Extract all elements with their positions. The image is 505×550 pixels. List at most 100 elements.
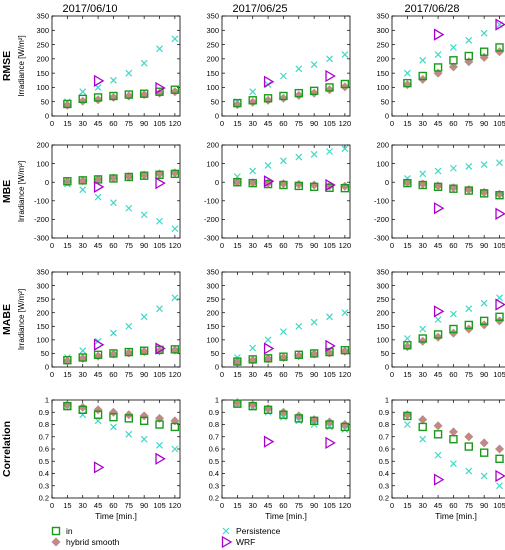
data-point-in [403,78,412,88]
data-point-persistence [140,435,148,443]
data-point-wrf [433,28,445,41]
data-point-persistence [125,430,133,438]
data-point-in [479,189,489,198]
x-tick-label: 75 [295,119,303,128]
x-tick-label: 75 [295,501,303,510]
y-tick-label: 150 [36,322,49,331]
y-tick-label: -200 [374,215,389,224]
y-tick-label: 0 [45,178,49,187]
data-point-persistence [295,153,303,161]
x-tick-label: 60 [449,370,457,379]
data-point-persistence [156,305,163,313]
data-point-persistence [140,211,148,219]
data-point-in [124,90,134,99]
x-tick-label: 90 [140,241,148,250]
data-point-persistence [79,186,87,194]
y-tick-label: 0.9 [39,408,49,417]
x-tick-label: 60 [279,370,287,379]
x-tick-label: 15 [63,119,71,128]
data-point-in [124,347,134,357]
panels: 0 15 30 45 60 75 90 105 120050100150200250300350… [1,12,505,521]
legend-label-wrf: WRF [236,537,255,547]
data-point-in [170,169,180,179]
data-point-in [93,410,103,419]
x-tick-label: 75 [295,370,303,379]
data-point-wrf [93,180,105,193]
x-tick-label: 45 [264,501,272,510]
y-tick-label: 150 [376,322,389,331]
x-tick-label: 45 [434,501,442,510]
y-tick-label: 250 [36,40,49,49]
x-tick-label: 120 [169,501,182,510]
data-point-in [464,186,473,195]
x-tick-label: 0 [390,119,394,128]
data-point-wrf [495,469,505,483]
y-tick-label: 100 [36,336,49,345]
y-tick-label: 200 [36,308,49,317]
data-point-hybrid-smooth [108,407,118,417]
data-point-wrf [495,207,505,220]
data-point-wrf [325,69,336,83]
y-tick-label: 0.3 [209,481,219,490]
x-tick-label: 30 [249,501,257,510]
data-point-hybrid-smooth [62,177,72,187]
y-tick-label: 1 [45,396,49,405]
x-tick-label: 105 [153,119,166,128]
data-point-persistence [125,322,133,330]
x-tick-label: 0 [220,370,224,379]
y-tick-label: 0.2 [379,494,389,503]
y-tick-label: 0 [215,363,219,372]
data-point-wrf [155,81,166,95]
y-tick-label: 100 [376,159,389,168]
data-point-in [294,88,303,98]
y-tick-label: 0.7 [209,432,219,441]
y-tick-label: 250 [376,40,389,49]
data-point-persistence [419,435,427,443]
x-tick-label: 60 [449,501,457,510]
data-point-persistence [434,51,442,58]
data-point-persistence [465,36,473,44]
y-tick-label: 50 [381,349,389,358]
x-tick-label: 45 [264,370,272,379]
data-point-hybrid-smooth [448,427,458,437]
data-point-persistence [341,425,349,433]
panel-3-2: 0 15 30 45 60 75 90 105 120 0 50 100 150 200 250 300 350 [206,268,351,379]
data-point-persistence [110,199,117,207]
data-point-persistence [496,159,503,167]
y-tick-label: 0 [215,178,219,187]
data-point-in [93,350,103,359]
data-point-hybrid-smooth [278,407,288,417]
y-tick-label: 300 [206,281,219,290]
data-point-hybrid-smooth [124,172,134,182]
y-tick-label: 200 [376,308,389,317]
legend-label-in: in [66,526,73,536]
x-tick-label: 0 [50,501,54,510]
x-tick-label: 75 [125,501,133,510]
data-point-in [233,177,242,187]
data-point-in [495,454,504,463]
data-point-in [279,91,288,101]
data-point-in [418,422,427,432]
data-point-hybrid-smooth [93,405,103,415]
data-point-in [109,349,118,358]
y-tick-label: 250 [206,295,219,304]
data-point-persistence [280,72,287,80]
y-tick-label: 200 [376,55,389,64]
x-tick-label: 60 [449,119,457,128]
x-axis-label: Time [min.] [95,511,137,521]
x-tick-label: 60 [279,119,287,128]
x-tick-label: 105 [153,370,166,379]
y-tick-label: 0.3 [39,481,49,490]
data-point-hybrid-smooth [325,85,335,95]
data-point-hybrid-smooth [93,95,103,105]
data-point-persistence [450,44,457,51]
y-tick-label: 100 [206,159,219,168]
y-tick-label: 0 [45,363,49,372]
y-tick-label: 200 [206,55,219,64]
data-point-in [340,183,350,193]
x-tick-label: 75 [465,370,473,379]
x-tick-label: 105 [493,241,505,250]
data-point-persistence [403,69,411,77]
x-tick-label: 90 [310,501,318,510]
data-point-persistence [140,313,148,321]
